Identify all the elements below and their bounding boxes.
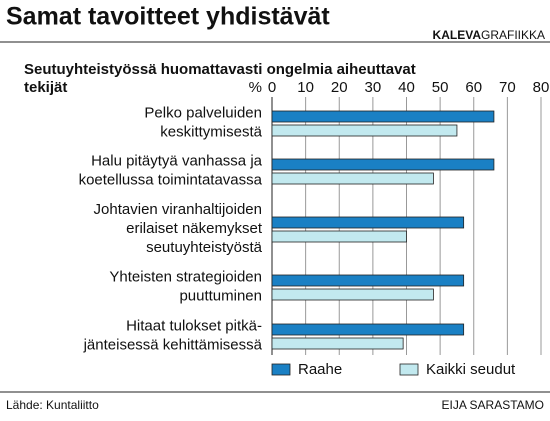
x-tick-label: 50: [432, 79, 449, 96]
bar: [271, 274, 465, 287]
bar: [271, 230, 407, 243]
legend-label: Raahe: [298, 361, 342, 378]
x-tick-label: 80: [533, 79, 550, 96]
category-label: Pelko palveluiden: [144, 104, 262, 121]
x-tick-label: 40: [398, 79, 415, 96]
category-label: Hitaat tulokset pitkä-: [126, 317, 262, 334]
x-tick-label: 70: [499, 79, 516, 96]
brand: GRAFIIKKA: [481, 28, 545, 42]
x-tick-label: 10: [297, 79, 314, 96]
category-label: keskittymisestä: [160, 123, 262, 140]
x-tick-label: 30: [365, 79, 382, 96]
category-label: Johtavien viranhaltijoiden: [94, 201, 262, 218]
category-label: jänteisessä kehittämisessä: [83, 336, 263, 353]
category-label: Halu pitäytyä vanhassa ja: [91, 152, 263, 169]
category-label: Yhteisten strategioiden: [109, 268, 262, 285]
category-label: seutuyhteistyöstä: [146, 239, 263, 256]
subtitle: Seutuyhteistyössä huomattavasti ongelmia…: [24, 61, 416, 78]
category-label: puuttuminen: [179, 287, 262, 304]
legend-label: Kaikki seudut: [426, 361, 516, 378]
legend-swatch: [399, 363, 419, 376]
chart-title: Samat tavoitteet yhdistävät: [6, 3, 330, 31]
legend-swatch: [271, 363, 291, 376]
x-tick-label: 20: [331, 79, 348, 96]
bar: [271, 288, 434, 301]
bar: [271, 110, 495, 123]
bar: [271, 337, 404, 350]
bar: [271, 172, 434, 185]
bar: [271, 124, 458, 137]
bar: [271, 158, 495, 171]
x-tick-label: 60: [465, 79, 482, 96]
unit: %: [249, 79, 262, 96]
bar: [271, 323, 465, 336]
subtitle: tekijät: [24, 79, 67, 96]
category-label: koetellussa toimintatavassa: [79, 171, 263, 188]
brand: KALEVA: [433, 28, 482, 42]
source: Lähde: Kuntaliitto: [6, 398, 99, 412]
category-label: erilaiset näkemykset: [126, 220, 263, 237]
x-tick-label: 0: [268, 79, 276, 96]
author: EIJA SARASTAMO: [442, 398, 544, 412]
bar: [271, 216, 465, 229]
